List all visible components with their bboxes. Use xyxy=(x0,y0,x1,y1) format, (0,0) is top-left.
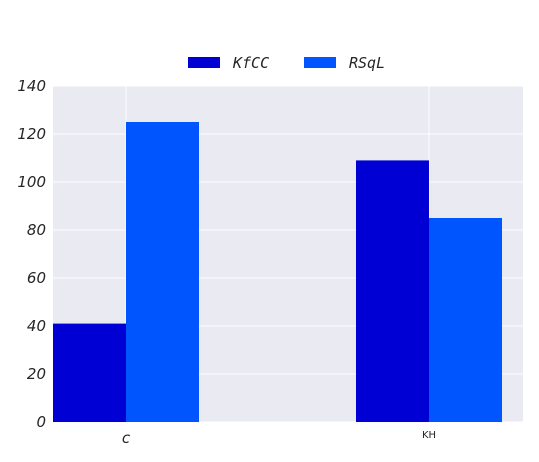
y-tick-label: 0 xyxy=(36,413,46,431)
y-tick-label: 60 xyxy=(27,269,46,287)
y-tick-label: 40 xyxy=(27,317,46,335)
bar-RSqL-KH xyxy=(429,218,502,422)
legend-label: KfCC xyxy=(232,54,269,72)
bar-RSqL-c xyxy=(126,122,199,422)
y-tick-label: 100 xyxy=(17,173,46,191)
legend: KfCC RSqL xyxy=(188,54,385,72)
legend-swatch xyxy=(188,57,220,68)
y-tick-label: 140 xyxy=(17,77,46,95)
legend-label: RSqL xyxy=(349,54,385,72)
y-tick-label: 120 xyxy=(17,125,46,143)
x-tick-label: KH xyxy=(422,430,436,441)
legend-swatch xyxy=(304,57,336,68)
bar-KfCC-c xyxy=(53,323,126,422)
y-tick-label: 20 xyxy=(27,365,46,383)
y-axis-ticks: 0 20 40 60 80 100 120 140 xyxy=(17,77,46,431)
bars xyxy=(53,122,502,422)
y-tick-label: 80 xyxy=(27,221,46,239)
bar-KfCC-KH xyxy=(356,160,429,422)
x-axis-ticks: c KH xyxy=(122,429,436,447)
x-tick-label: c xyxy=(122,429,131,447)
